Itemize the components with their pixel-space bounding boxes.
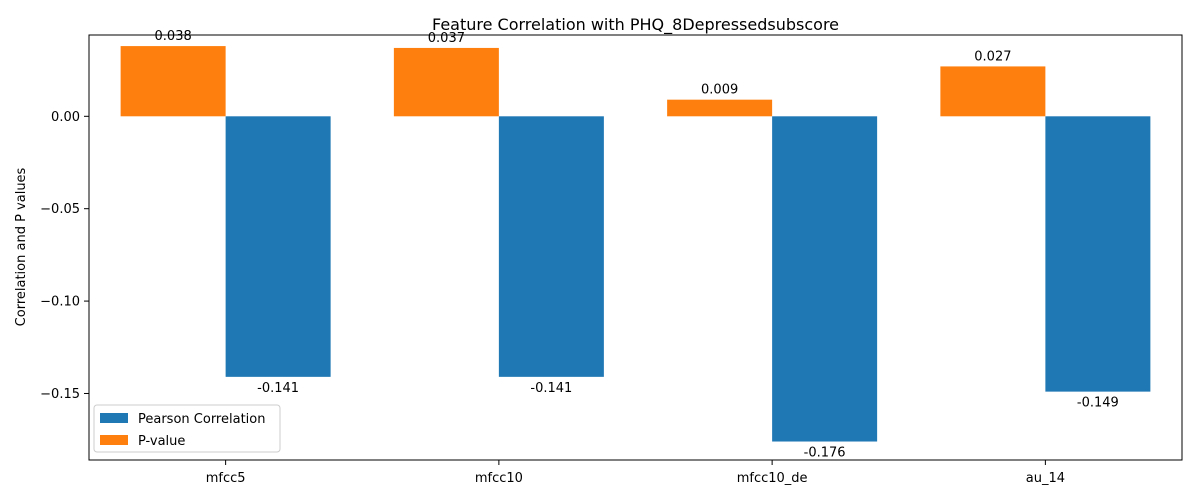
axes-layer: mfcc5 mfcc10 mfcc10_de au_14 0.00 −0.05 −0.10 −… (40, 34, 1183, 486)
chart-title: Feature Correlation with PHQ_8Depresseds… (432, 15, 839, 35)
x-tick-label-au-14: au_14 (1026, 471, 1065, 486)
data-label-p-value-mfcc5: 0.038 (155, 29, 192, 44)
x-tick-label-mfcc5: mfcc5 (206, 471, 246, 486)
data-label-p-value-mfcc10-de: 0.009 (701, 83, 738, 98)
y-axis-label: Correlation and P values (14, 167, 29, 326)
legend-swatch-pearson (100, 413, 128, 423)
data-label-pearson-correlation-au-14: -0.149 (1077, 396, 1119, 411)
bar-p-value-mfcc10-de (667, 99, 773, 117)
legend-label-pvalue: P-value (138, 434, 185, 449)
y-tick-label-2: −0.10 (40, 295, 80, 310)
bar-pearson-correlation-mfcc5 (225, 116, 331, 377)
y-tick-label-0: 0.00 (51, 110, 80, 125)
bar-pearson-correlation-mfcc10-de (772, 116, 878, 442)
bar-pearson-correlation-au-14 (1045, 116, 1151, 392)
data-label-pearson-correlation-mfcc10: -0.141 (530, 381, 572, 396)
legend: Pearson Correlation P-value (93, 404, 281, 453)
bar-pearson-correlation-mfcc10 (498, 116, 604, 377)
data-label-pearson-correlation-mfcc5: -0.141 (257, 381, 299, 396)
bar-p-value-au-14 (940, 66, 1046, 117)
data-label-pearson-correlation-mfcc10-de: -0.176 (804, 446, 846, 461)
legend-label-pearson: Pearson Correlation (138, 412, 265, 427)
legend-box (93, 404, 281, 453)
legend-swatch-pvalue (100, 435, 128, 445)
plot-frame (88, 34, 1183, 461)
y-tick-label-1: −0.05 (40, 202, 80, 217)
bar-p-value-mfcc10 (393, 47, 499, 117)
data-labels-layer: 0.038-0.1410.037-0.1410.009-0.1760.027-0… (155, 29, 1119, 460)
bars-layer (120, 46, 1151, 442)
x-tick-label-mfcc10-de: mfcc10_de (737, 471, 808, 486)
y-tick-label-3: −0.15 (40, 387, 80, 402)
x-tick-label-mfcc10: mfcc10 (475, 471, 523, 486)
bar-p-value-mfcc5 (120, 46, 226, 117)
data-label-p-value-au-14: 0.027 (974, 49, 1011, 64)
